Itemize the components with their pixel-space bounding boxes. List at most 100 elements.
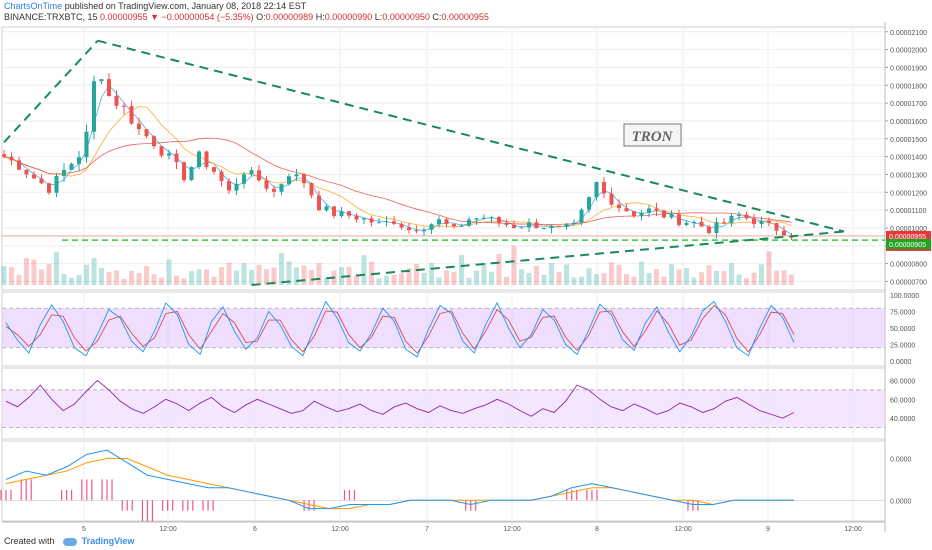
candle-body [699,221,704,227]
volume-bar [751,272,757,285]
volume-bar [519,269,524,285]
price-tick-label: 0.00001800 [890,83,927,90]
rsi-tick-label: 60.0000 [890,397,915,404]
volume-bar [264,269,269,285]
volume-bar [579,276,584,285]
tradingview-brand[interactable]: TradingView [81,536,135,546]
volume-bar [691,277,697,285]
volume-bar [594,274,599,285]
macd-line [5,449,794,510]
open-label: O: [256,12,266,22]
candle-body [294,174,299,177]
trendline-0 [3,40,99,144]
candle-body [189,167,194,181]
candle-body [519,227,524,229]
volume-bar [676,269,682,285]
author-link[interactable]: ChartsOnTime [4,1,63,11]
volume-bar [16,274,22,285]
volume-bar [736,274,742,285]
ma-slow-line [3,137,792,226]
volume-bar [249,270,254,285]
price-tick-label: 0.00001700 [890,101,927,108]
candle-body [497,217,501,223]
volume-bar [294,267,299,285]
price-change: ▼ −0.00000054 (−5.35%) [150,12,254,22]
volume-bar [654,268,659,285]
stoch-tick-label: 0.0000 [890,359,912,366]
candle-body [287,176,291,185]
price-tick-label: 0.00000700 [890,279,927,286]
candle-body [62,169,66,176]
volume-bar [399,273,404,285]
volume-bar [286,261,292,285]
volume-bar [504,276,509,285]
rsi-band [2,389,885,428]
trendline-1 [97,39,845,233]
candle-body [767,221,771,223]
volume-bar [121,278,127,285]
price-tick-label: 0.00001900 [890,65,927,72]
volume-bar [406,268,412,285]
volume-bar [616,264,622,285]
stoch-tick-label: 75.0000 [890,310,915,317]
candle-body [564,224,569,227]
candle-body [482,217,486,219]
volume-bar [31,259,37,285]
volume-bar [774,270,779,285]
volume-bar [459,255,464,285]
candle-body [489,217,494,219]
candle-body [249,170,254,175]
candle-body [774,222,779,231]
candle-body [84,131,89,158]
candle-body [197,151,201,168]
volume-bar [316,263,322,285]
stoch-tick-label: 100.0000 [890,293,919,300]
trendline-2 [251,230,845,286]
volume-bar [309,269,314,285]
candle-body [654,208,659,211]
volume-bar [46,263,52,285]
volume-bar [436,277,442,285]
volume-bar [744,278,749,285]
high-label: H: [315,12,325,22]
volume-bar [624,274,629,285]
candle-body [707,226,711,233]
time-tick-label: 8 [595,526,599,532]
stoch-tick-label: 25.0000 [890,343,915,350]
volume-bar [256,264,262,285]
candle-body [369,218,374,223]
close-label: C: [432,12,442,22]
volume-bar [159,277,164,285]
candle-body [557,225,561,227]
volume-bar [699,272,704,285]
candle-body [242,174,246,184]
volume-bar [234,270,239,285]
candle-body [429,224,434,230]
price-tick-label: 0.00001400 [890,155,927,162]
volume-bar [684,268,689,285]
candle-body [144,129,149,137]
candle-body [422,229,426,232]
candle-body [234,183,239,191]
candle-body [714,222,719,233]
chart-canvas[interactable]: 5 12:00 6 12:00 7 12:00 8 12:00 9 12:00 0.00002100… [0,0,932,532]
support-level-badge: 0.00000905 [889,242,926,249]
volume-bar [324,278,329,285]
stoch-d-line [5,304,795,354]
rsi-tick-label: 40.0000 [890,416,915,423]
price-tick-label: 0.00002000 [890,48,927,55]
volume-bar [759,264,764,285]
volume-bar [421,272,427,285]
rsi-tick-label: 80.0000 [890,378,915,385]
candle-body [677,214,681,225]
candle-body [602,181,606,194]
volume-bar [54,252,59,285]
candle-body [399,223,404,228]
volume-bar [414,264,419,285]
stoch-band [2,308,885,348]
volume-bar [129,270,134,285]
volume-bar [151,274,157,285]
price-tick-label: 0.00002100 [890,30,927,37]
candle-body [99,79,104,82]
volume-bar [474,270,479,285]
